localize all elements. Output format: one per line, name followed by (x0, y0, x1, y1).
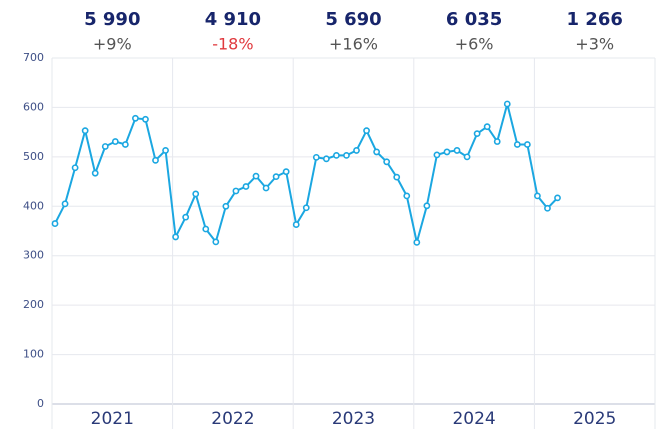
point (333, 151, 340, 159)
point (453, 147, 461, 154)
point (534, 192, 541, 200)
point (343, 151, 350, 159)
point (61, 200, 69, 208)
point (182, 213, 190, 221)
point (413, 238, 421, 246)
point (503, 100, 511, 108)
point (81, 127, 89, 135)
point (172, 233, 180, 241)
point (463, 153, 471, 161)
point (202, 225, 210, 233)
point (111, 138, 119, 145)
point (71, 164, 79, 172)
y-tick-label: 200 (23, 298, 44, 311)
x-tick-label: 2025 (573, 409, 616, 429)
point (383, 158, 391, 166)
point (523, 141, 531, 148)
point (433, 151, 441, 159)
line (54, 103, 559, 245)
point (132, 114, 139, 122)
point (493, 138, 501, 145)
point (282, 168, 290, 176)
point (212, 238, 220, 246)
point (292, 221, 300, 228)
point (51, 220, 59, 227)
year-total: 4 910 (205, 9, 261, 30)
point (393, 173, 401, 181)
y-tick-label: 0 (37, 397, 44, 410)
point (403, 192, 411, 200)
point (192, 190, 200, 198)
point (554, 194, 561, 202)
year-change: +6% (455, 35, 494, 54)
y-tick-label: 400 (23, 199, 44, 212)
x-tick-label: 2022 (211, 409, 254, 429)
y-tick-label: 500 (23, 150, 44, 163)
point (91, 169, 99, 177)
point (423, 202, 431, 210)
point (152, 156, 159, 164)
point (363, 127, 370, 135)
year-change: +16% (329, 35, 378, 54)
point (483, 123, 491, 131)
point (242, 183, 250, 190)
point (373, 148, 381, 156)
year-change: -18% (212, 35, 253, 54)
point (443, 148, 451, 156)
point (232, 187, 240, 195)
year-total: 5 690 (325, 9, 381, 30)
year-total: 5 990 (84, 9, 140, 30)
point (473, 130, 481, 138)
point (544, 204, 551, 212)
point (513, 141, 521, 148)
point (302, 204, 310, 212)
year-total: 6 035 (446, 9, 502, 30)
point (262, 184, 270, 192)
point (272, 173, 280, 181)
point (121, 141, 129, 148)
point (312, 153, 320, 161)
y-tick-label: 700 (23, 51, 44, 64)
year-total: 1 266 (567, 9, 623, 30)
year-change: +3% (575, 35, 614, 54)
point (222, 202, 230, 210)
point (101, 143, 109, 150)
y-tick-label: 300 (23, 249, 44, 262)
point (142, 115, 149, 123)
point (322, 155, 330, 163)
x-tick-label: 2024 (452, 409, 495, 429)
x-tick-label: 2023 (332, 409, 375, 429)
y-tick-label: 600 (23, 100, 44, 113)
point (353, 147, 360, 154)
x-tick-label: 2021 (91, 409, 134, 429)
point (162, 147, 169, 154)
year-change: +9% (93, 35, 132, 54)
y-tick-label: 100 (23, 348, 44, 361)
point (252, 172, 260, 180)
